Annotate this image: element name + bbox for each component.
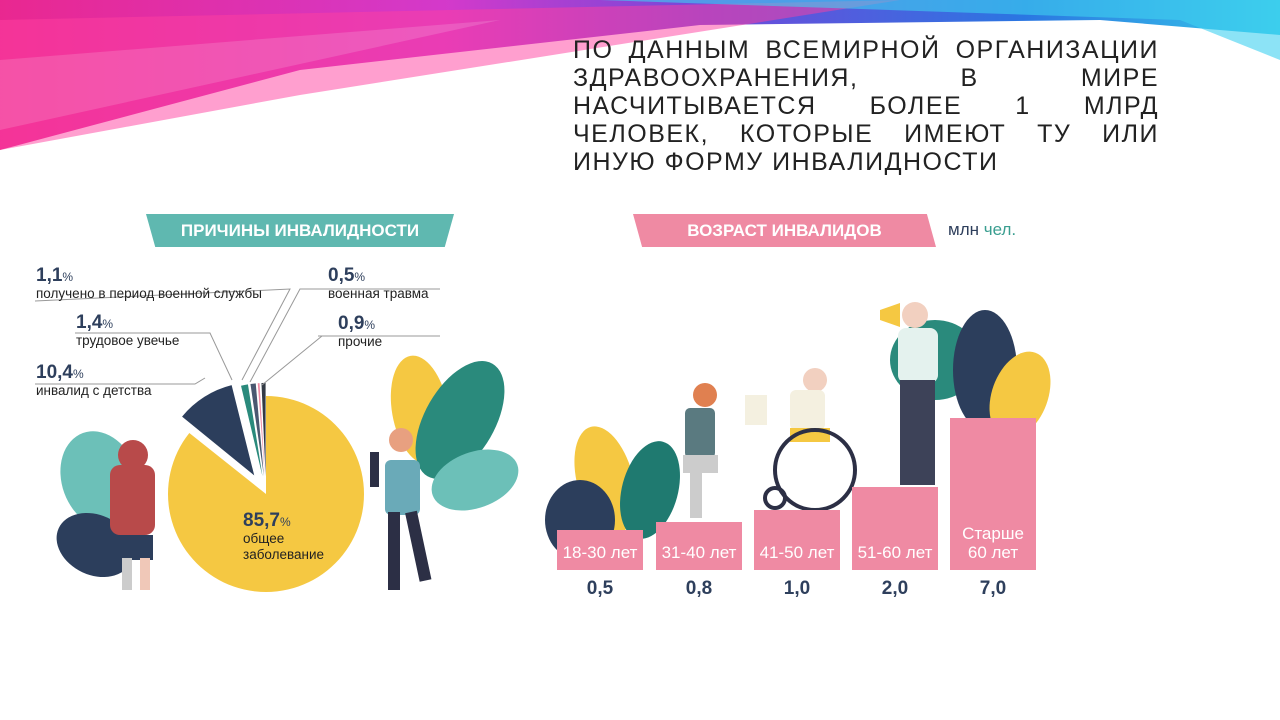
bar-category-label: Старше 60 лет (962, 524, 1024, 562)
bar-0: 18-30 лет (557, 530, 643, 570)
pie-slice-2 (241, 384, 263, 477)
person-kneeling-illustration (683, 383, 767, 518)
slide-title: По данным Всемирной организации здравоох… (573, 36, 1159, 176)
pie-label-general-disease: 85,7% общее заболевание (243, 510, 325, 562)
leader-line-military-trauma (249, 288, 440, 383)
pie-slice-0 (168, 396, 364, 592)
pie-label-childhood: 10,4% инвалид с детства (36, 362, 152, 398)
pie-slice-4 (257, 383, 265, 477)
pie-label-other: 0,9% прочие (338, 313, 383, 349)
unit-mln: млн (948, 220, 979, 239)
bar-value-label: 2,0 (881, 578, 909, 599)
bar-value-label: 1,0 (783, 578, 811, 599)
pie-slice-3 (250, 383, 264, 477)
bar-category-label: 31-40 лет (661, 543, 737, 562)
leader-line-work (75, 332, 233, 381)
person-hoodie-illustration (110, 440, 155, 590)
pie-label-military-trauma: 0,5% военная травма (328, 265, 429, 301)
leader-line-childhood (35, 377, 206, 385)
pie-chart-title: ПРИЧИНЫ ИНВАЛИДНОСТИ (146, 214, 454, 247)
bar-value-label: 0,5 (586, 578, 614, 599)
person-walking-illustration (370, 428, 432, 590)
bar-1: 31-40 лет (656, 522, 742, 570)
pie-slice-1 (182, 385, 255, 476)
bar-value-label: 7,0 (979, 578, 1007, 599)
bar-3: 51-60 лет (852, 487, 938, 570)
pie-label-military-service: 1,1% получено в период военной службы (36, 265, 262, 301)
pie-label-work-injury: 1,4% трудовое увечье (76, 312, 180, 348)
unit-people: чел. (983, 220, 1017, 239)
bar-2: 41-50 лет (754, 510, 840, 570)
bar-value-label: 0,8 (685, 578, 713, 599)
bar-chart-unit: млн чел. (948, 220, 1016, 240)
leader-line-other (261, 335, 440, 386)
bar-4: Старше 60 лет (950, 418, 1036, 570)
bar-category-label: 51-60 лет (857, 543, 933, 562)
bar-category-label: 41-50 лет (759, 543, 835, 562)
leader-line-military-service (34, 288, 291, 381)
bar-category-label: 18-30 лет (562, 543, 638, 562)
bar-chart-title: ВОЗРАСТ ИНВАЛИДОВ (633, 214, 936, 247)
pie-slice-5 (261, 382, 266, 477)
person-megaphone-illustration (880, 302, 938, 485)
